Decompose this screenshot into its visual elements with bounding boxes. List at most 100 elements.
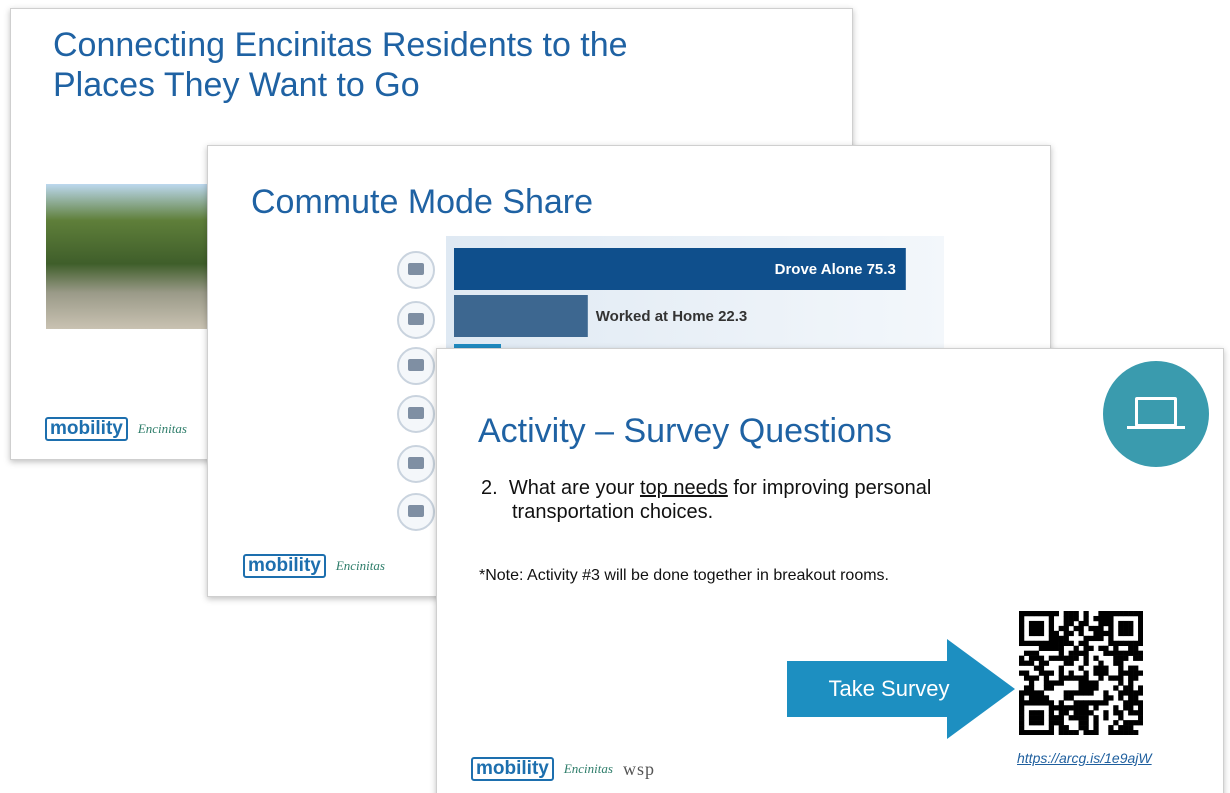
qr-module: [1138, 720, 1143, 725]
qr-module: [1083, 616, 1088, 621]
qr-module: [1059, 730, 1064, 735]
icon: [397, 395, 435, 433]
qr-module: [1088, 685, 1093, 690]
qr-module: [1064, 616, 1069, 621]
qr-module: [1064, 730, 1069, 735]
laptop-base: [1127, 426, 1185, 429]
qr-module: [1108, 631, 1113, 636]
qr-module: [1054, 720, 1059, 725]
qr-module: [1069, 695, 1074, 700]
qr-module: [1064, 661, 1069, 666]
qr-module: [1123, 720, 1128, 725]
qr-module: [1088, 730, 1093, 735]
qr-module: [1024, 685, 1029, 690]
qr-module: [1029, 695, 1034, 700]
qr-module: [1049, 626, 1054, 631]
qr-module: [1128, 626, 1133, 631]
qr-module: [1029, 720, 1034, 725]
qr-module: [1133, 710, 1138, 715]
qr-module: [1069, 661, 1074, 666]
qr-module: [1049, 715, 1054, 720]
survey-link[interactable]: https://arcg.is/1e9ajW: [1017, 750, 1152, 766]
qr-module: [1108, 636, 1113, 641]
qr-module: [1019, 621, 1024, 626]
qr-module: [1088, 636, 1093, 641]
qr-module: [1019, 705, 1024, 710]
qr-module: [1034, 621, 1039, 626]
qr-module: [1088, 646, 1093, 651]
qr-module: [1138, 616, 1143, 621]
qr-module: [1074, 710, 1079, 715]
qr-module: [1049, 611, 1054, 616]
qr-module: [1069, 675, 1074, 680]
bar-category: Worked at Home: [596, 308, 714, 325]
qr-module: [1069, 705, 1074, 710]
qr-module: [1064, 621, 1069, 626]
qr-module: [1029, 685, 1034, 690]
qr-module: [1019, 671, 1024, 676]
qr-module: [1064, 710, 1069, 715]
qr-module: [1019, 690, 1024, 695]
qr-module: [1118, 671, 1123, 676]
qr-module: [1054, 646, 1059, 651]
qr-module: [1093, 671, 1098, 676]
qr-module: [1054, 641, 1059, 646]
qr-module: [1034, 695, 1039, 700]
qr-module: [1054, 715, 1059, 720]
qr-module: [1019, 700, 1024, 705]
qr-module: [1064, 656, 1069, 661]
qr-module: [1088, 680, 1093, 685]
qr-module: [1069, 671, 1074, 676]
qr-module: [1118, 715, 1123, 720]
qr-module: [1128, 631, 1133, 636]
qr-module: [1118, 710, 1123, 715]
qr-module: [1083, 621, 1088, 626]
qr-module: [1079, 680, 1084, 685]
qr-module: [1074, 700, 1079, 705]
bar-label: Worked at Home 22.3: [596, 308, 747, 325]
qr-module: [1103, 646, 1108, 651]
qr-module: [1093, 626, 1098, 631]
qr-module: [1133, 611, 1138, 616]
qr-module: [1098, 700, 1103, 705]
survey-arrow[interactable]: Take Survey: [787, 639, 1017, 739]
qr-module: [1128, 641, 1133, 646]
qr-module: [1093, 656, 1098, 661]
qr-module: [1059, 720, 1064, 725]
qr-module: [1044, 675, 1049, 680]
qr-module: [1093, 616, 1098, 621]
qr-module: [1064, 641, 1069, 646]
qr-module: [1074, 611, 1079, 616]
qr-module: [1049, 656, 1054, 661]
qr-module: [1039, 671, 1044, 676]
qr-module: [1123, 656, 1128, 661]
qr-module: [1049, 710, 1054, 715]
button-label[interactable]: Take Survey: [828, 676, 949, 701]
qr-module: [1029, 680, 1034, 685]
question-emphasis: top needs: [640, 477, 728, 499]
qr-module: [1103, 700, 1108, 705]
qr-module: [1079, 720, 1084, 725]
qr-module: [1133, 656, 1138, 661]
qr-module: [1113, 720, 1118, 725]
qr-module: [1064, 675, 1069, 680]
qr-module: [1093, 720, 1098, 725]
qr-module: [1064, 705, 1069, 710]
qr-module: [1128, 705, 1133, 710]
qr-module: [1118, 651, 1123, 656]
qr-module: [1083, 700, 1088, 705]
qr-module: [1118, 730, 1123, 735]
qr-module: [1123, 621, 1128, 626]
qr-module: [1083, 651, 1088, 656]
qr-module: [1113, 661, 1118, 666]
qr-module: [1138, 710, 1143, 715]
qr-module: [1034, 631, 1039, 636]
qr-module: [1083, 730, 1088, 735]
logo-city: Encinitas: [138, 421, 187, 437]
qr-module: [1113, 685, 1118, 690]
qr-module: [1064, 631, 1069, 636]
qr-module: [1128, 646, 1133, 651]
qr-module: [1083, 656, 1088, 661]
qr-module: [1113, 705, 1118, 710]
